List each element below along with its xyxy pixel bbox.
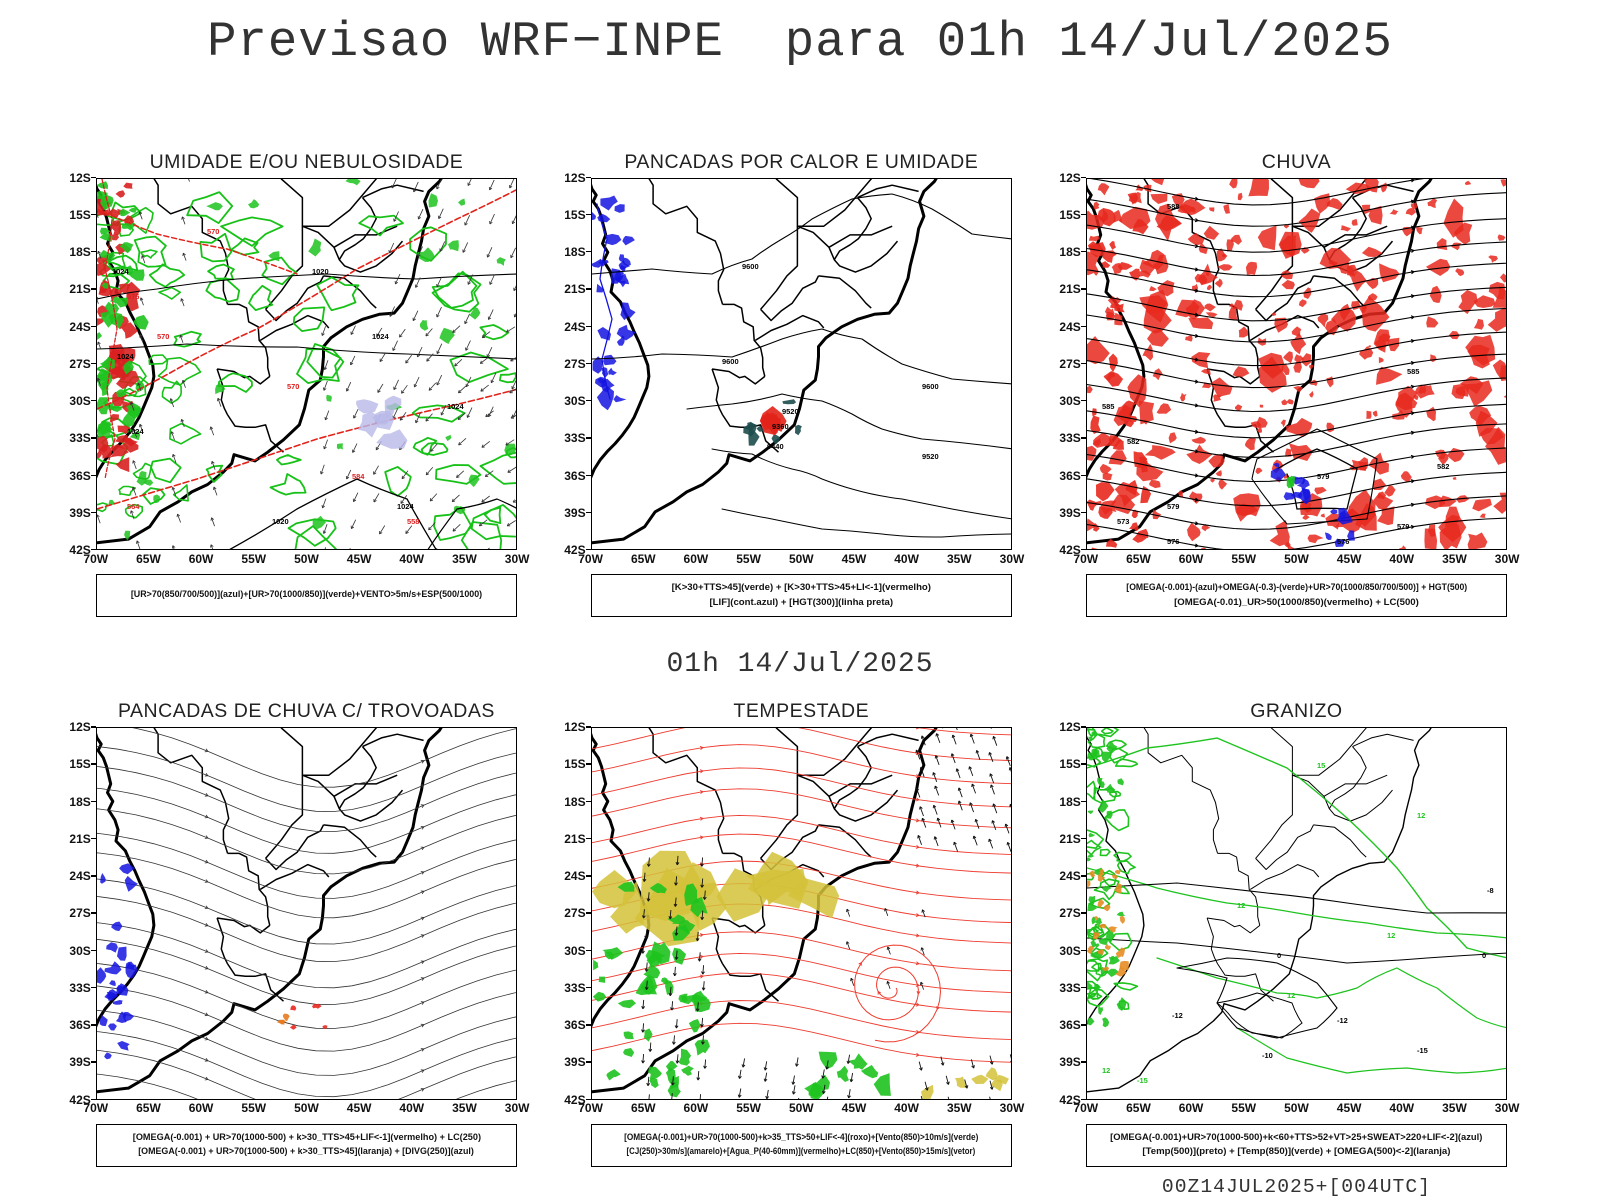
svg-text:9600: 9600 [922,381,939,390]
svg-text:573: 573 [1117,516,1130,525]
svg-text:15: 15 [1317,761,1325,770]
svg-text:-12: -12 [1337,1016,1348,1025]
svg-text:570: 570 [287,381,300,390]
svg-text:576: 576 [1337,536,1350,545]
svg-text:1024: 1024 [117,352,134,361]
svg-text:-12: -12 [1172,1011,1183,1020]
svg-text:0: 0 [1482,951,1486,960]
svg-text:12: 12 [1387,931,1395,940]
svg-text:12: 12 [1287,991,1295,1000]
svg-text:-15: -15 [1137,1076,1148,1085]
svg-text:12: 12 [1417,811,1425,820]
svg-text:1024: 1024 [372,332,389,341]
svg-text:12: 12 [1102,1066,1110,1075]
svg-text:582: 582 [1127,436,1140,445]
svg-text:1024: 1024 [127,426,144,435]
svg-text:585: 585 [1407,366,1420,375]
svg-text:558: 558 [407,516,420,525]
svg-text:582: 582 [1437,461,1450,470]
svg-text:9600: 9600 [722,357,739,366]
svg-text:585: 585 [1102,401,1115,410]
svg-text:579: 579 [1317,471,1330,480]
svg-text:579: 579 [1167,501,1180,510]
svg-text:9360: 9360 [772,421,789,430]
svg-text:0: 0 [1277,951,1281,960]
svg-text:9600: 9600 [742,262,759,271]
svg-text:584: 584 [352,471,365,480]
svg-text:564: 564 [127,501,140,510]
svg-text:-10: -10 [1262,1051,1273,1060]
svg-text:9520: 9520 [782,406,799,415]
svg-text:576: 576 [127,292,139,301]
svg-text:1024: 1024 [112,267,129,276]
svg-text:9520: 9520 [922,451,939,460]
svg-text:570: 570 [207,227,220,236]
svg-text:12: 12 [1237,901,1245,910]
svg-text:-8: -8 [1487,886,1494,895]
svg-text:1020: 1020 [272,516,289,525]
svg-text:-15: -15 [1417,1046,1428,1055]
svg-text:576: 576 [1167,536,1180,545]
svg-text:579: 579 [1397,521,1410,530]
svg-text:570: 570 [157,332,170,341]
svg-text:1020: 1020 [312,267,329,276]
svg-text:588: 588 [1167,202,1180,211]
svg-text:1024: 1024 [447,401,464,410]
svg-text:1024: 1024 [397,501,414,510]
svg-text:9440: 9440 [767,441,784,450]
